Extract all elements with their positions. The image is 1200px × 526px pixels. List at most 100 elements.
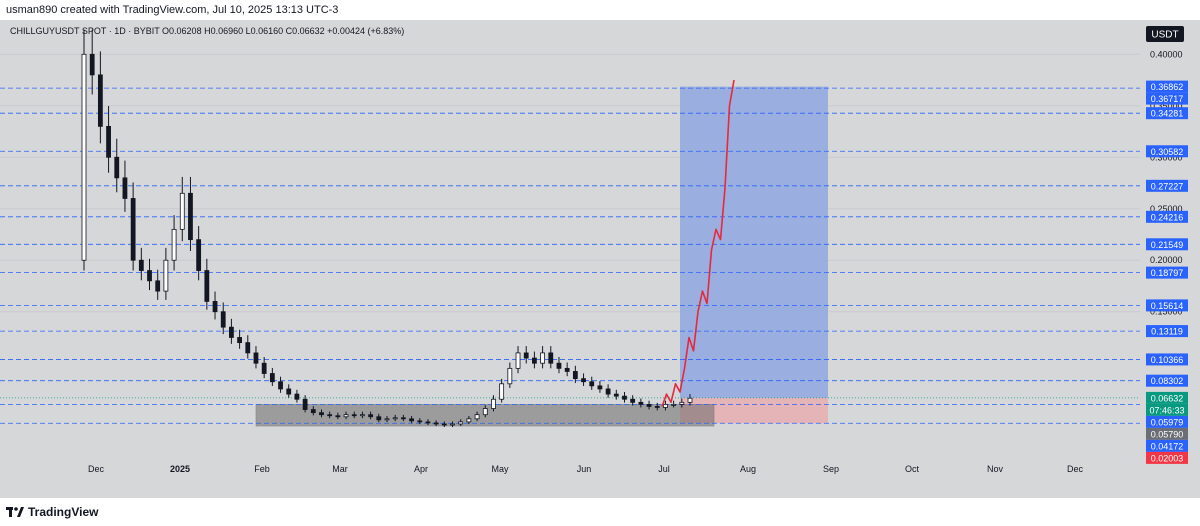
candle-body bbox=[179, 192, 185, 230]
x-tick-label: Jun bbox=[577, 464, 592, 474]
price-badge-bg bbox=[1146, 353, 1188, 366]
price-badge-label: 0.15614 bbox=[1151, 301, 1184, 311]
candle-body bbox=[532, 357, 537, 364]
candle-body bbox=[564, 367, 570, 372]
price-badge: 0.36862 bbox=[1146, 80, 1188, 93]
candle-body bbox=[130, 198, 136, 261]
price-badge-bg bbox=[1146, 266, 1188, 279]
y-tick-label: 0.40000 bbox=[1150, 49, 1183, 59]
price-badge: 0.10366 bbox=[1146, 353, 1188, 366]
price-badge-bg bbox=[1146, 145, 1188, 158]
price-badge-bg bbox=[1146, 427, 1188, 440]
trade-zones bbox=[255, 86, 828, 427]
price-chart[interactable]: 0.400000.350000.300000.250000.200000.150… bbox=[0, 20, 1200, 498]
price-badge-bg bbox=[1146, 179, 1188, 192]
candle-body bbox=[196, 239, 202, 271]
candle-body bbox=[450, 423, 455, 426]
candle-body bbox=[409, 418, 414, 422]
price-badge: 0.02003 bbox=[1146, 451, 1188, 464]
price-badge: 0.05790 bbox=[1146, 427, 1188, 440]
price-badge-label: 0.36862 bbox=[1151, 82, 1184, 92]
countdown-badge-bg bbox=[1146, 403, 1188, 416]
price-badge-bg bbox=[1146, 325, 1188, 338]
x-tick-label: Jul bbox=[658, 464, 670, 474]
price-badges: 0.36862 0.36717 0.34281 0.30582 0.27227 0.242… bbox=[1146, 80, 1188, 464]
candle-body bbox=[491, 398, 496, 409]
y-tick-label: 0.35000 bbox=[1150, 101, 1183, 111]
price-badge-label: 0.18797 bbox=[1151, 268, 1184, 278]
candle-body bbox=[188, 192, 193, 241]
x-tick-label: Dec bbox=[1067, 464, 1084, 474]
candle-body bbox=[138, 259, 144, 271]
candle-body bbox=[220, 311, 226, 328]
price-badge-label: 0.05979 bbox=[1151, 417, 1184, 427]
candles bbox=[81, 29, 693, 428]
candle-body bbox=[392, 417, 398, 420]
candle-body bbox=[400, 417, 406, 420]
candle-body bbox=[147, 270, 152, 282]
candle-body bbox=[425, 421, 431, 424]
footer-brand: TradingView bbox=[28, 505, 99, 519]
candle-body bbox=[376, 416, 382, 421]
horizontal-levels bbox=[0, 87, 1140, 424]
price-badge: 0.34281 bbox=[1146, 107, 1188, 120]
x-tick-label: Sep bbox=[823, 464, 839, 474]
candle-body bbox=[122, 177, 128, 199]
candle-body bbox=[286, 388, 292, 395]
price-badge: 0.30582 bbox=[1146, 145, 1188, 158]
candle-body bbox=[572, 371, 578, 380]
countdown-label: 07:46:33 bbox=[1149, 405, 1184, 415]
price-badge-bg bbox=[1146, 299, 1188, 312]
candle-body bbox=[589, 381, 595, 387]
candle-body bbox=[646, 403, 652, 407]
currency-button[interactable]: USDT bbox=[1146, 26, 1184, 42]
candle-body bbox=[343, 414, 349, 418]
candle-body bbox=[245, 342, 251, 354]
x-tick-label: Nov bbox=[987, 464, 1004, 474]
candle-body bbox=[474, 414, 480, 420]
y-tick-label: 0.25000 bbox=[1150, 204, 1183, 214]
x-tick-label: Dec bbox=[88, 464, 105, 474]
currency-label[interactable]: USDT bbox=[1151, 30, 1178, 41]
price-badge: 0.21549 bbox=[1146, 238, 1188, 251]
x-tick-label: Apr bbox=[414, 464, 428, 474]
price-badge-label: 0.02003 bbox=[1151, 453, 1184, 463]
x-tick-label: Mar bbox=[332, 464, 348, 474]
footer: TradingView bbox=[0, 498, 1200, 526]
x-tick-label: 2025 bbox=[170, 464, 190, 474]
candle-body bbox=[310, 409, 316, 414]
price-badge-bg bbox=[1146, 439, 1188, 452]
x-tick-label: Oct bbox=[905, 464, 920, 474]
price-badge-label: 0.27227 bbox=[1151, 181, 1184, 191]
candle-body bbox=[368, 414, 374, 418]
candle-body bbox=[499, 383, 505, 400]
target-zone bbox=[680, 86, 828, 398]
x-tick-label: May bbox=[491, 464, 509, 474]
price-badge: 0.06632 07:46:33 bbox=[1146, 391, 1188, 416]
price-badge-label: 0.06632 bbox=[1151, 393, 1184, 403]
candle-body bbox=[212, 301, 218, 313]
candle-body bbox=[97, 74, 103, 127]
candle-body bbox=[229, 326, 234, 338]
candle-body bbox=[630, 398, 636, 403]
candle-body bbox=[319, 412, 324, 416]
price-badge-label: 0.10366 bbox=[1151, 355, 1184, 365]
price-badge: 0.04172 bbox=[1146, 439, 1188, 452]
projection-path bbox=[661, 79, 735, 407]
price-badge-label: 0.36717 bbox=[1151, 94, 1184, 104]
candle-body bbox=[163, 259, 169, 292]
chart-area[interactable]: 0.400000.350000.300000.250000.200000.150… bbox=[0, 20, 1200, 498]
candle-body bbox=[327, 414, 333, 417]
candle-body bbox=[622, 395, 627, 400]
projection-line bbox=[661, 79, 735, 407]
candle-body bbox=[278, 381, 283, 390]
candle-body bbox=[155, 280, 161, 292]
candle-body bbox=[114, 156, 120, 179]
candle-body bbox=[294, 393, 300, 400]
candle-body bbox=[106, 125, 111, 158]
candle-body bbox=[81, 53, 87, 261]
header-bar: usman890 created with TradingView.com, J… bbox=[0, 0, 1200, 20]
price-badge: 0.05979 bbox=[1146, 415, 1188, 428]
candle-body bbox=[466, 418, 472, 423]
candle-body bbox=[441, 423, 447, 426]
